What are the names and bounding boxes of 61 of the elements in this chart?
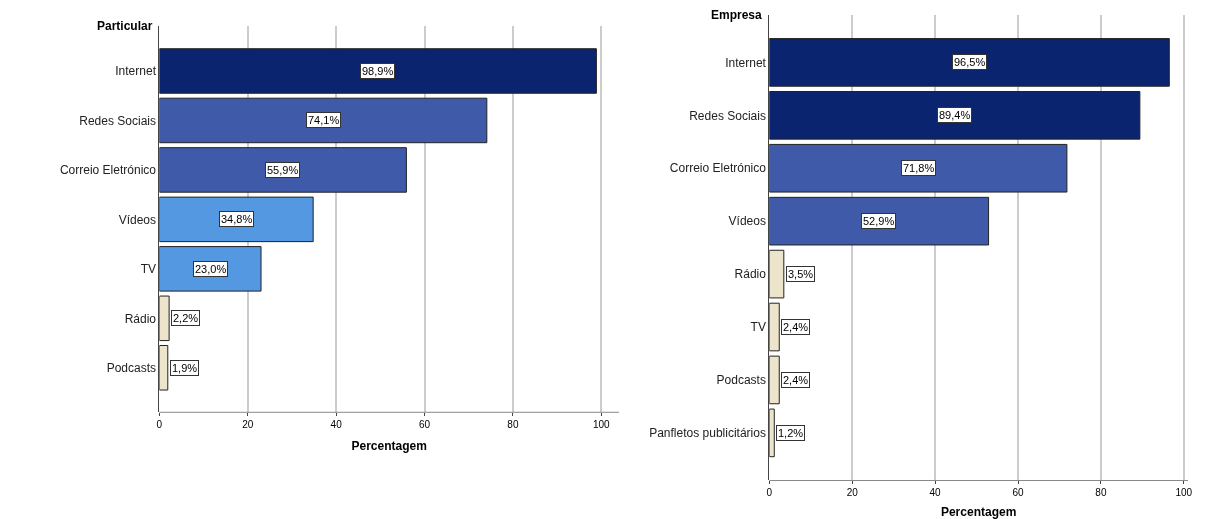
data-label: 2,2% [173, 312, 199, 324]
data-label: 2,4% [783, 321, 809, 333]
data-label: 34,8% [221, 213, 253, 225]
data-label: 96,5% [954, 56, 986, 68]
y-tick-label: Internet [115, 64, 157, 79]
bar [769, 143, 1068, 193]
y-tick-label: Redes Sociais [689, 108, 766, 123]
x-tick-label: 100 [1175, 487, 1193, 499]
bar [769, 91, 1141, 140]
y-tick-label: Vídeos [728, 214, 766, 229]
bar [159, 246, 262, 292]
bar [159, 97, 488, 144]
data-label: 23,0% [195, 263, 227, 275]
data-label: 1,2% [778, 427, 804, 439]
x-tick-label: 60 [418, 419, 431, 431]
bar [159, 345, 169, 391]
y-tick-label: Rádio [734, 267, 767, 282]
x-tick-label: 80 [507, 419, 519, 431]
data-label: 2,4% [783, 374, 809, 386]
y-tick-label: Internet [725, 55, 767, 70]
data-label: 52,9% [863, 215, 895, 227]
data-label: 1,9% [172, 362, 198, 374]
x-axis-title: Percentagem [351, 439, 427, 454]
y-tick-label: Redes Sociais [79, 113, 156, 128]
x-axis-title: Percentagem [940, 505, 1017, 519]
bar [769, 408, 775, 458]
data-label: 98,9% [362, 65, 394, 77]
x-tick-label: 0 [156, 419, 163, 431]
chart-title: Particular [97, 19, 153, 33]
y-tick-label: TV [750, 320, 766, 335]
bar [159, 48, 597, 94]
x-tick-label: 40 [929, 487, 942, 499]
y-tick-label: Rádio [124, 311, 157, 326]
data-label: 89,4% [939, 109, 971, 121]
y-tick-label: TV [140, 262, 156, 277]
bar [769, 355, 780, 405]
x-tick-label: 40 [330, 419, 343, 431]
x-tick-label: 20 [846, 487, 859, 499]
bar [159, 196, 314, 243]
bar [159, 147, 407, 193]
y-tick-label: Correio Eletrónico [59, 163, 157, 178]
y-tick-label: Podcasts [106, 360, 156, 375]
x-tick-label: 60 [1012, 487, 1025, 499]
x-tick-label: 80 [1095, 487, 1107, 499]
data-label: 74,1% [308, 114, 340, 126]
data-label: 3,5% [788, 268, 814, 280]
bar [769, 196, 990, 246]
x-tick-label: 0 [766, 487, 773, 499]
data-label: 71,8% [903, 162, 935, 174]
y-tick-label: Podcasts [716, 373, 766, 388]
y-tick-label: Vídeos [118, 212, 156, 227]
x-tick-label: 100 [592, 419, 611, 431]
data-label: 55,9% [267, 164, 299, 176]
chart-title: Empresa [711, 8, 763, 22]
bar [159, 295, 170, 342]
bar [769, 249, 785, 299]
y-tick-label: Correio Eletrónico [669, 161, 767, 176]
bar [769, 302, 780, 352]
y-tick-label: Panfletos publicitários [649, 426, 766, 441]
bar [769, 38, 1170, 87]
x-tick-label: 20 [242, 419, 254, 431]
